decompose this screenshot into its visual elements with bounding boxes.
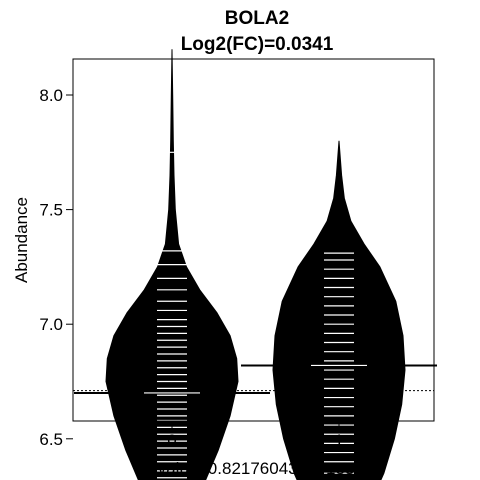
chart-title: BOLA2 bbox=[225, 8, 289, 29]
x-axis-label: P-value: 0.8217604367418382 bbox=[141, 459, 374, 478]
x-tick-label-0: 0 bbox=[167, 431, 176, 450]
y-axis-label: Abundance bbox=[12, 197, 31, 283]
x-tick-label-1: 1 bbox=[334, 431, 343, 450]
chart-subtitle: Log2(FC)=0.0341 bbox=[181, 34, 334, 55]
plot-frame bbox=[72, 58, 435, 422]
y-tick-label-3: 7.0 bbox=[39, 315, 63, 334]
y-tick-label-5: 8.0 bbox=[39, 86, 63, 105]
y-tick-label-2: 6.5 bbox=[39, 430, 63, 449]
y-tick-label-4: 7.5 bbox=[39, 201, 63, 220]
bean-1 bbox=[272, 140, 406, 480]
